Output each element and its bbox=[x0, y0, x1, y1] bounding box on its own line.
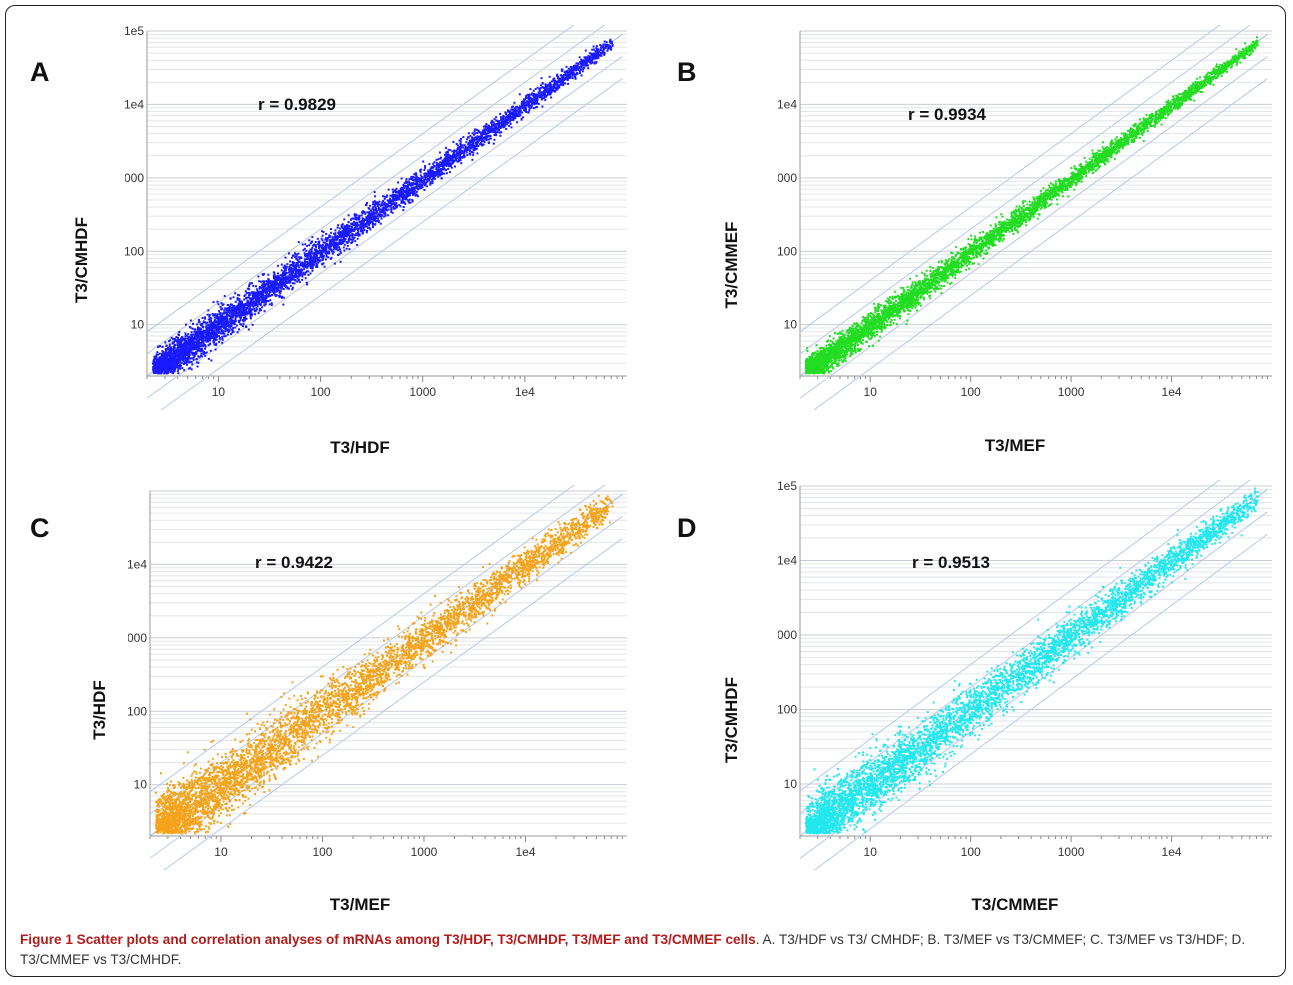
scatter-points bbox=[152, 38, 614, 375]
fold-change-line bbox=[149, 516, 623, 859]
x-tick-label: 1000 bbox=[1058, 845, 1085, 859]
y-tick-label: 1e5 bbox=[125, 25, 144, 38]
x-tick-label: 1000 bbox=[1058, 385, 1085, 399]
y-tick-label: 1000 bbox=[125, 171, 144, 185]
y-tick-label: 1000 bbox=[128, 631, 147, 645]
x-tick-label: 10 bbox=[864, 845, 878, 859]
scatter-plot-b: 10 100 1000 1e4 10 100 1000 1e4 bbox=[778, 25, 1272, 410]
scatter-points bbox=[804, 487, 1259, 835]
y-tick-label: 1e5 bbox=[778, 480, 797, 493]
scatter-points bbox=[155, 494, 614, 835]
fold-change-line bbox=[799, 511, 1268, 859]
y-tick-label: 1000 bbox=[778, 171, 797, 185]
x-axis-label-d: T3/CMMEF bbox=[950, 895, 1080, 915]
x-tick-label: 100 bbox=[312, 845, 332, 859]
y-axis-label-c: T3/HDF bbox=[90, 650, 110, 770]
correlation-label-b: r = 0.9934 bbox=[908, 105, 986, 125]
x-tick-label: 10 bbox=[214, 845, 228, 859]
x-tick-label: 100 bbox=[961, 385, 981, 399]
x-tick-label: 100 bbox=[961, 845, 981, 859]
grid-lines bbox=[147, 30, 627, 377]
figure-caption: Figure 1 Scatter plots and correlation a… bbox=[20, 930, 1275, 970]
y-tick-label: 100 bbox=[778, 244, 797, 258]
caption-text: . A. T3/HDF vs T3/ CMHDF; B. T3/MEF vs T… bbox=[20, 932, 1245, 967]
y-tick-label: 1000 bbox=[778, 628, 797, 642]
panel-letter-a: A bbox=[30, 57, 50, 88]
grid-lines bbox=[150, 490, 627, 837]
y-tick-label: 10 bbox=[784, 777, 798, 791]
y-tick-label: 10 bbox=[134, 778, 148, 792]
fold-change-line bbox=[163, 538, 623, 870]
scatter-plot-a: 10 100 1000 1e4 10 100 1000 1e4 1e5 bbox=[125, 25, 627, 410]
x-tick-label: 100 bbox=[311, 385, 331, 399]
panel-letter-d: D bbox=[677, 513, 697, 544]
y-tick-label: 100 bbox=[125, 244, 144, 258]
y-axis-label-d: T3/CMHDF bbox=[722, 660, 742, 780]
fold-change-line bbox=[799, 480, 1221, 792]
x-tick-label: 1e4 bbox=[515, 385, 535, 399]
x-tick-label: 1e4 bbox=[1162, 845, 1182, 859]
y-tick-label: 1e4 bbox=[778, 97, 797, 111]
fold-change-line bbox=[149, 485, 576, 793]
y-tick-label: 10 bbox=[784, 318, 798, 332]
y-axis-label-b: T3/CMMEF bbox=[722, 205, 742, 325]
x-tick-label: 10 bbox=[212, 385, 226, 399]
caption-title: Figure 1 Scatter plots and correlation a… bbox=[20, 932, 756, 947]
x-tick-label: 1000 bbox=[411, 845, 438, 859]
fold-change-line bbox=[146, 25, 606, 355]
x-axis-label-a: T3/HDF bbox=[300, 438, 420, 458]
y-tick-label: 100 bbox=[778, 702, 797, 716]
fold-change-line bbox=[146, 56, 623, 399]
panel-letter-b: B bbox=[677, 57, 697, 88]
scatter-points bbox=[804, 36, 1259, 375]
panel-letter-c: C bbox=[30, 513, 50, 544]
fold-change-line bbox=[149, 485, 606, 815]
x-tick-label: 10 bbox=[864, 385, 878, 399]
fold-change-line bbox=[799, 25, 1251, 355]
scatter-plot-c: 10 100 1000 1e4 10 100 1000 1e4 bbox=[128, 485, 627, 870]
scatter-plot-d: 10 100 1000 1e4 10 100 1000 1e4 1e5 bbox=[778, 480, 1272, 870]
fold-change-line bbox=[813, 78, 1268, 410]
y-tick-label: 100 bbox=[128, 704, 147, 718]
x-axis-label-c: T3/MEF bbox=[300, 895, 420, 915]
grid-lines bbox=[800, 30, 1272, 377]
correlation-label-c: r = 0.9422 bbox=[255, 553, 333, 573]
y-tick-label: 10 bbox=[131, 318, 145, 332]
x-axis-label-b: T3/MEF bbox=[955, 436, 1075, 456]
y-tick-label: 1e4 bbox=[778, 553, 797, 567]
y-axis-label-a: T3/CMHDF bbox=[72, 200, 92, 320]
y-tick-label: 1e4 bbox=[125, 97, 144, 111]
fold-change-line bbox=[813, 533, 1268, 870]
fold-change-line bbox=[799, 25, 1221, 333]
x-tick-label: 1e4 bbox=[1162, 385, 1182, 399]
correlation-label-a: r = 0.9829 bbox=[258, 95, 336, 115]
fold-change-line bbox=[160, 78, 623, 410]
y-tick-label: 1e4 bbox=[128, 557, 147, 571]
fold-change-line bbox=[146, 25, 575, 333]
x-tick-label: 1000 bbox=[409, 385, 436, 399]
correlation-label-d: r = 0.9513 bbox=[912, 553, 990, 573]
x-tick-label: 1e4 bbox=[515, 845, 535, 859]
